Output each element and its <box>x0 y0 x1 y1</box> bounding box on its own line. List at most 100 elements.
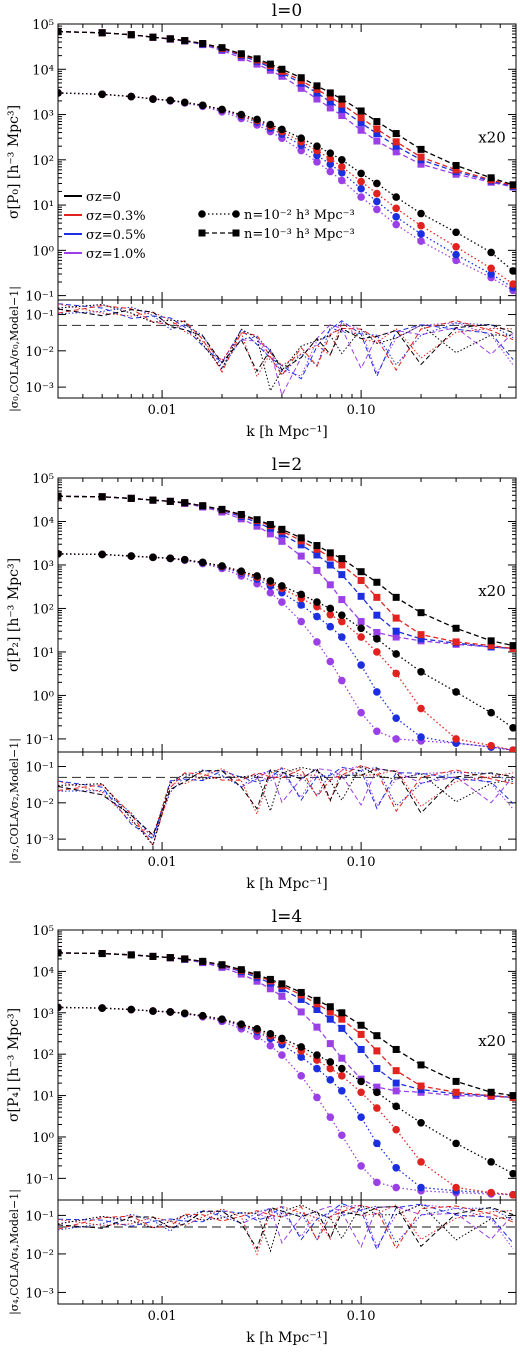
series-line-high-sigma_1.0 <box>58 92 514 292</box>
y-axis-label: σ[P₀] [h⁻³ Mpc³] <box>6 105 22 219</box>
circle-marker-sigma_1.0 <box>373 205 381 214</box>
series-group <box>58 492 516 752</box>
circle-marker-sigma_0.5 <box>373 1139 381 1148</box>
circle-marker-sigma_1.0 <box>297 617 305 626</box>
square-marker-sigma_0 <box>149 952 157 960</box>
circle-marker-sigma_0 <box>278 1034 286 1043</box>
square-marker-sigma_0.3 <box>357 1030 365 1038</box>
ratio-y-tick-label: 10⁻² <box>25 345 54 360</box>
circle-marker-sigma_1.0 <box>392 1183 400 1192</box>
circle-marker-sigma_0.3 <box>487 1188 495 1197</box>
square-marker-sigma_0 <box>98 493 106 501</box>
square-marker-sigma_0.3 <box>452 166 460 174</box>
square-marker-sigma_0.5 <box>313 89 321 97</box>
square-marker-sigma_1.0 <box>392 148 400 156</box>
series-line-low-sigma_0 <box>58 30 514 186</box>
circle-marker-sigma_0 <box>180 1009 189 1018</box>
ratio-y-tick-label: 10⁻¹ <box>25 309 54 324</box>
circle-marker-sigma_0 <box>487 708 495 717</box>
y-tick-label: 10³ <box>32 1007 54 1022</box>
square-marker-sigma_0 <box>98 950 106 958</box>
circle-marker-sigma_0 <box>417 1118 425 1127</box>
circle-marker-sigma_0.5 <box>417 230 425 238</box>
square-marker-sigma_0 <box>181 955 189 963</box>
square-marker-sigma_0.5 <box>326 98 334 106</box>
circle-marker-sigma_1.0 <box>266 1041 275 1050</box>
square-marker-sigma_0 <box>373 1032 381 1040</box>
y-tick-label: 10¹ <box>32 646 54 661</box>
series-line-high-sigma_0.5 <box>58 92 514 289</box>
ratio-curve <box>58 306 514 376</box>
circle-marker-sigma_0 <box>452 688 460 696</box>
circle-marker-sigma_0.5 <box>487 270 495 278</box>
square-marker-sigma_0.3 <box>392 138 400 146</box>
square-marker-sigma_0 <box>313 82 321 90</box>
square-marker-sigma_0.5 <box>338 571 346 579</box>
square-marker-sigma_0 <box>181 37 189 45</box>
ratio-curve <box>58 767 514 836</box>
x-tick-label: 0.01 <box>148 403 177 418</box>
ratio-curve <box>58 305 514 377</box>
legend-label-density: n=10⁻³ h³ Mpc⁻³ <box>244 227 355 242</box>
circle-marker-sigma_0 <box>198 1011 207 1020</box>
y-tick-label: 10⁴ <box>32 965 54 980</box>
circle-marker-sigma_0 <box>237 110 246 119</box>
circle-marker-sigma_0.3 <box>509 746 516 752</box>
ratio-curve <box>58 308 514 373</box>
x20-annotation: x20 <box>478 1032 506 1050</box>
circle-marker-sigma_0.3 <box>417 704 425 713</box>
square-marker-sigma_0 <box>392 1045 400 1053</box>
y-tick-label: 10⁵ <box>32 924 54 939</box>
square-marker-sigma_1.0 <box>253 522 261 530</box>
y-tick-label: 10⁻¹ <box>25 733 54 748</box>
square-marker-sigma_0 <box>487 637 495 645</box>
square-marker-sigma_1.0 <box>417 160 425 168</box>
circle-marker-sigma_0 <box>338 156 346 164</box>
square-marker-sigma_1.0 <box>313 566 321 574</box>
circle-marker-sigma_0.5 <box>326 622 335 631</box>
circle-marker-sigma_0.5 <box>338 633 346 641</box>
circle-marker-sigma_1.0 <box>278 598 286 606</box>
circle-marker-sigma_0.5 <box>357 661 365 669</box>
circle-marker-sigma_0 <box>98 550 106 559</box>
circle-marker-sigma_0.3 <box>357 633 365 641</box>
square-marker-sigma_1.0 <box>278 992 286 1000</box>
square-marker-sigma_0.3 <box>452 638 460 646</box>
circle-marker-sigma_0.3 <box>338 163 346 171</box>
square-marker-sigma_0.3 <box>313 545 321 553</box>
square-marker-sigma_0 <box>509 1092 516 1100</box>
circle-marker-sigma_0 <box>166 1008 175 1016</box>
square-marker-sigma_1.0 <box>278 537 286 545</box>
circle-marker-sigma_1.0 <box>297 1072 305 1080</box>
ratio-curve <box>58 1204 514 1250</box>
square-marker-sigma_1.0 <box>338 112 346 120</box>
circle-marker-sigma_0.3 <box>373 648 381 656</box>
square-marker-sigma_0 <box>326 1003 334 1011</box>
circle-marker-sigma_0 <box>149 553 157 562</box>
square-marker-sigma_0 <box>417 1061 425 1069</box>
legend-square-marker <box>232 229 240 237</box>
square-marker-sigma_0 <box>127 31 135 39</box>
square-marker-sigma_0.3 <box>373 1047 381 1055</box>
square-marker-sigma_0 <box>149 496 157 504</box>
panel-title: l=2 <box>272 455 303 475</box>
square-marker-sigma_0.5 <box>373 130 381 138</box>
circle-marker-sigma_0 <box>338 1064 346 1073</box>
circle-marker-sigma_0.3 <box>392 669 400 678</box>
square-marker-sigma_0.3 <box>338 1015 346 1023</box>
series-line-high-sigma_0 <box>58 553 514 729</box>
ratio-curve <box>58 768 514 836</box>
circle-marker-sigma_0 <box>297 590 305 599</box>
legend-circle-marker <box>232 210 240 218</box>
circle-marker-sigma_1.0 <box>338 1131 346 1140</box>
square-marker-sigma_0.5 <box>326 1015 334 1023</box>
circle-marker-sigma_1.0 <box>326 1113 335 1122</box>
x-tick-label: 0.10 <box>347 403 376 418</box>
series-line-high-sigma_0.5 <box>58 1006 514 1196</box>
circle-marker-sigma_0 <box>452 1139 460 1148</box>
square-marker-sigma_0 <box>452 1077 460 1085</box>
square-marker-sigma_0.3 <box>326 93 334 101</box>
square-marker-sigma_0 <box>392 593 400 601</box>
circle-marker-sigma_0 <box>98 1004 106 1012</box>
